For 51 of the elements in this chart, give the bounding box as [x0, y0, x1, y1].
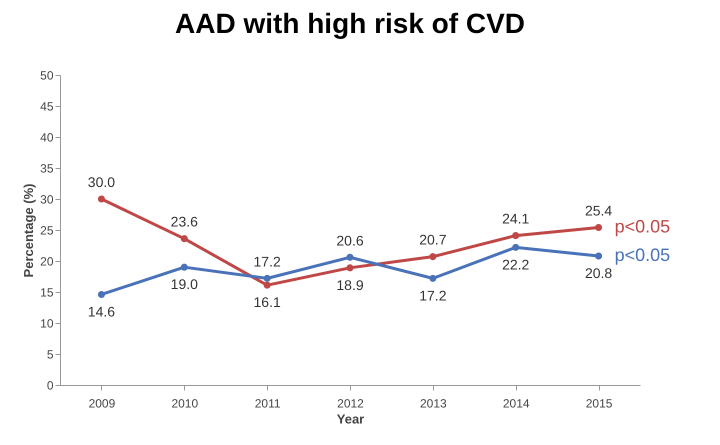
data-label: 18.9: [336, 276, 364, 293]
x-tick-label: 2009: [88, 396, 116, 410]
data-label: 17.2: [254, 253, 281, 270]
point: [264, 274, 271, 282]
y-tick-label: 15: [40, 286, 54, 300]
x-tick-label: 2013: [420, 396, 448, 410]
data-label: 23.6: [170, 214, 198, 230]
y-tick-label: 40: [40, 130, 54, 144]
data-label: 20.6: [336, 232, 364, 248]
y-tick-label: 25: [40, 224, 54, 238]
point: [595, 224, 602, 232]
point: [429, 253, 436, 260]
annotation: p<0.05: [614, 216, 670, 237]
x-tick-label: 2012: [337, 396, 364, 410]
point: [512, 244, 520, 251]
point: [180, 264, 188, 271]
data-label: 16.1: [254, 294, 281, 310]
point: [346, 254, 354, 261]
y-axis-title: Percentage (%): [21, 184, 36, 278]
data-label: 24.1: [502, 210, 530, 227]
y-tick-label: 30: [40, 192, 54, 206]
point: [346, 264, 354, 272]
y-tick-label: 0: [46, 378, 54, 392]
data-label: 19.0: [170, 276, 198, 292]
y-tick-label: 5: [46, 348, 54, 362]
x-axis-title: Year: [336, 412, 364, 426]
data-label: 14.6: [88, 303, 116, 320]
point: [429, 274, 436, 282]
point: [264, 282, 271, 289]
data-label: 20.7: [419, 232, 447, 248]
y-tick-label: 50: [40, 68, 54, 82]
data-label: 25.4: [584, 202, 612, 219]
y-tick-label: 20: [40, 254, 54, 268]
data-label: 17.2: [419, 287, 447, 304]
y-tick-label: 45: [40, 100, 54, 114]
data-label: 22.2: [502, 256, 530, 272]
x-tick-label: 2015: [586, 396, 613, 410]
annotation: p<0.05: [614, 245, 670, 266]
chart-title: AAD with high risk of CVD: [175, 8, 525, 39]
point: [98, 290, 105, 298]
x-tick-label: 2010: [171, 396, 198, 410]
point: [98, 195, 105, 203]
x-tick-label: 2014: [502, 396, 530, 410]
data-label: 30.0: [88, 174, 116, 190]
point: [180, 235, 188, 242]
y-tick-label: 35: [40, 162, 54, 176]
y-tick-label: 10: [40, 316, 54, 330]
point: [595, 252, 602, 260]
x-tick-label: 2011: [254, 396, 281, 410]
data-label: 20.8: [584, 265, 612, 282]
point: [512, 232, 520, 240]
